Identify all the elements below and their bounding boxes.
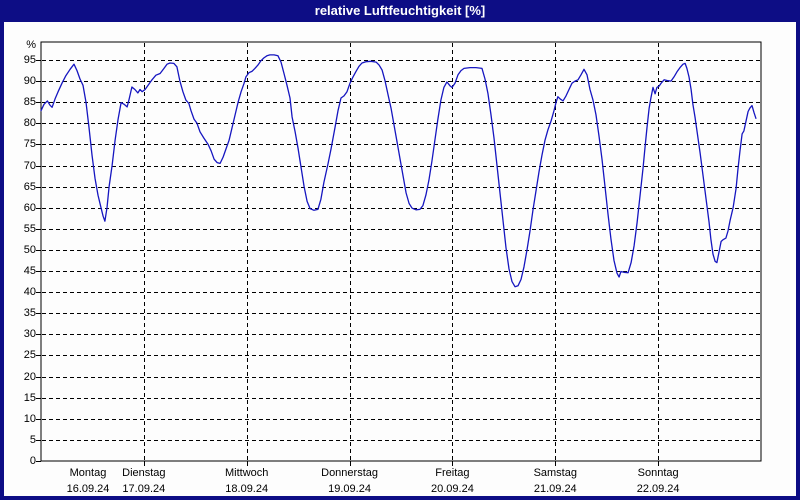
- y-axis-unit-label: %: [26, 39, 36, 51]
- y-tick-label: 55: [23, 222, 36, 235]
- x-day-name-label: Donnerstag: [321, 467, 378, 479]
- x-day-date-label: 21.09.24: [533, 483, 577, 495]
- x-day-date-label: 19.09.24: [328, 483, 371, 495]
- y-tick-label: 15: [23, 391, 36, 404]
- x-day-name-label: Samstag: [533, 467, 577, 479]
- x-day-name-label: Dienstag: [122, 467, 166, 479]
- y-tick-label: 85: [23, 96, 36, 109]
- x-day-name-label: Mittwoch: [225, 467, 269, 479]
- y-tick-label: 10: [23, 412, 36, 425]
- y-tick-label: 40: [23, 286, 36, 299]
- window-title: relative Luftfeuchtigkeit [%]: [314, 3, 486, 18]
- plot-border: [40, 41, 762, 462]
- y-tick-label: 20: [23, 370, 36, 383]
- x-day-date-label: 18.09.24: [225, 483, 269, 495]
- x-day-date-label: 17.09.24: [122, 483, 166, 495]
- y-tick-label: 45: [23, 265, 36, 278]
- y-tick-label: 75: [23, 138, 36, 151]
- y-tick-label: 0: [29, 455, 36, 467]
- y-tick-label: 80: [23, 117, 36, 130]
- y-tick-label: 95: [23, 54, 36, 66]
- humidity-series-line: [40, 54, 757, 288]
- y-tick-label: 5: [29, 433, 36, 446]
- x-day-name-label: Montag: [69, 467, 107, 479]
- window-titlebar: relative Luftfeuchtigkeit [%]: [0, 0, 800, 22]
- x-day-date-label: 22.09.24: [636, 483, 680, 495]
- x-day-name-label: Freitag: [435, 467, 470, 479]
- y-tick-label: 70: [23, 159, 36, 172]
- y-tick-label: 65: [23, 180, 36, 193]
- x-day-date-label: 20.09.24: [431, 483, 474, 495]
- x-day-date-label: 16.09.24: [66, 483, 110, 495]
- y-tick-label: 60: [23, 201, 36, 214]
- x-day-name-label: Sonntag: [637, 467, 679, 479]
- y-tick-label: 90: [23, 75, 36, 88]
- y-tick-label: 25: [23, 349, 36, 362]
- y-tick-label: 30: [23, 328, 36, 341]
- y-tick-label: 50: [23, 243, 36, 256]
- y-tick-label: 35: [23, 307, 36, 320]
